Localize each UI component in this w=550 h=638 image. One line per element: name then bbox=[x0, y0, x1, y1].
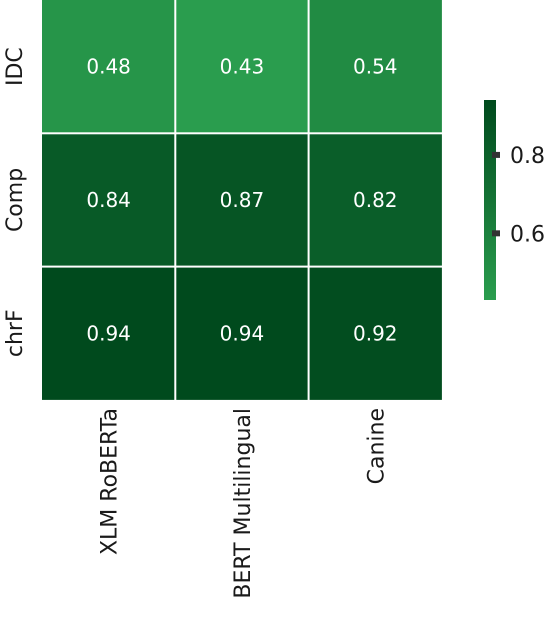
row-label: chrF bbox=[3, 309, 28, 357]
row-label: IDC bbox=[3, 47, 28, 86]
heatmap-cell bbox=[176, 0, 308, 133]
cell-value-label: 0.84 bbox=[86, 188, 131, 212]
row-label: Comp bbox=[3, 168, 28, 232]
cell-value-label: 0.94 bbox=[220, 321, 265, 345]
heatmap-cell bbox=[309, 0, 442, 133]
colorbar-ticks: 0.6 0.8 bbox=[492, 144, 545, 247]
column-labels: XLM RoBERTa BERT Multilingual Canine bbox=[98, 408, 390, 599]
heatmap-cell bbox=[42, 0, 175, 133]
heatmap-cell bbox=[309, 267, 442, 400]
column-label: BERT Multilingual bbox=[231, 408, 256, 599]
cell-value-label: 0.87 bbox=[220, 188, 265, 212]
cell-value-label: 0.43 bbox=[220, 55, 265, 79]
heatmap-cell bbox=[42, 267, 175, 400]
colorbar: 0.6 0.8 bbox=[484, 100, 545, 300]
colorbar-tick-label: 0.6 bbox=[510, 222, 545, 247]
cell-value-label: 0.82 bbox=[353, 188, 398, 212]
colorbar-tick-mark bbox=[492, 230, 500, 237]
colorbar-tick-label: 0.8 bbox=[510, 144, 545, 169]
heatmap-cell bbox=[42, 134, 175, 266]
heatmap-cell bbox=[309, 134, 442, 266]
colorbar-tick-mark bbox=[492, 151, 500, 158]
cell-value-label: 0.94 bbox=[86, 321, 131, 345]
row-labels: IDC Comp chrF bbox=[3, 47, 28, 357]
colorbar-gradient bbox=[484, 100, 496, 300]
column-label: XLM RoBERTa bbox=[98, 408, 123, 555]
cell-value-label: 0.48 bbox=[86, 55, 131, 79]
heatmap-cells: 0.48 0.43 0.54 0.84 0.87 0.82 0.94 0.94 0.92 bbox=[42, 0, 442, 400]
cell-value-label: 0.92 bbox=[353, 321, 398, 345]
heatmap-cell bbox=[176, 267, 308, 400]
column-label: Canine bbox=[364, 408, 389, 484]
cell-value-label: 0.54 bbox=[353, 55, 398, 79]
heatmap-cell bbox=[176, 134, 308, 266]
